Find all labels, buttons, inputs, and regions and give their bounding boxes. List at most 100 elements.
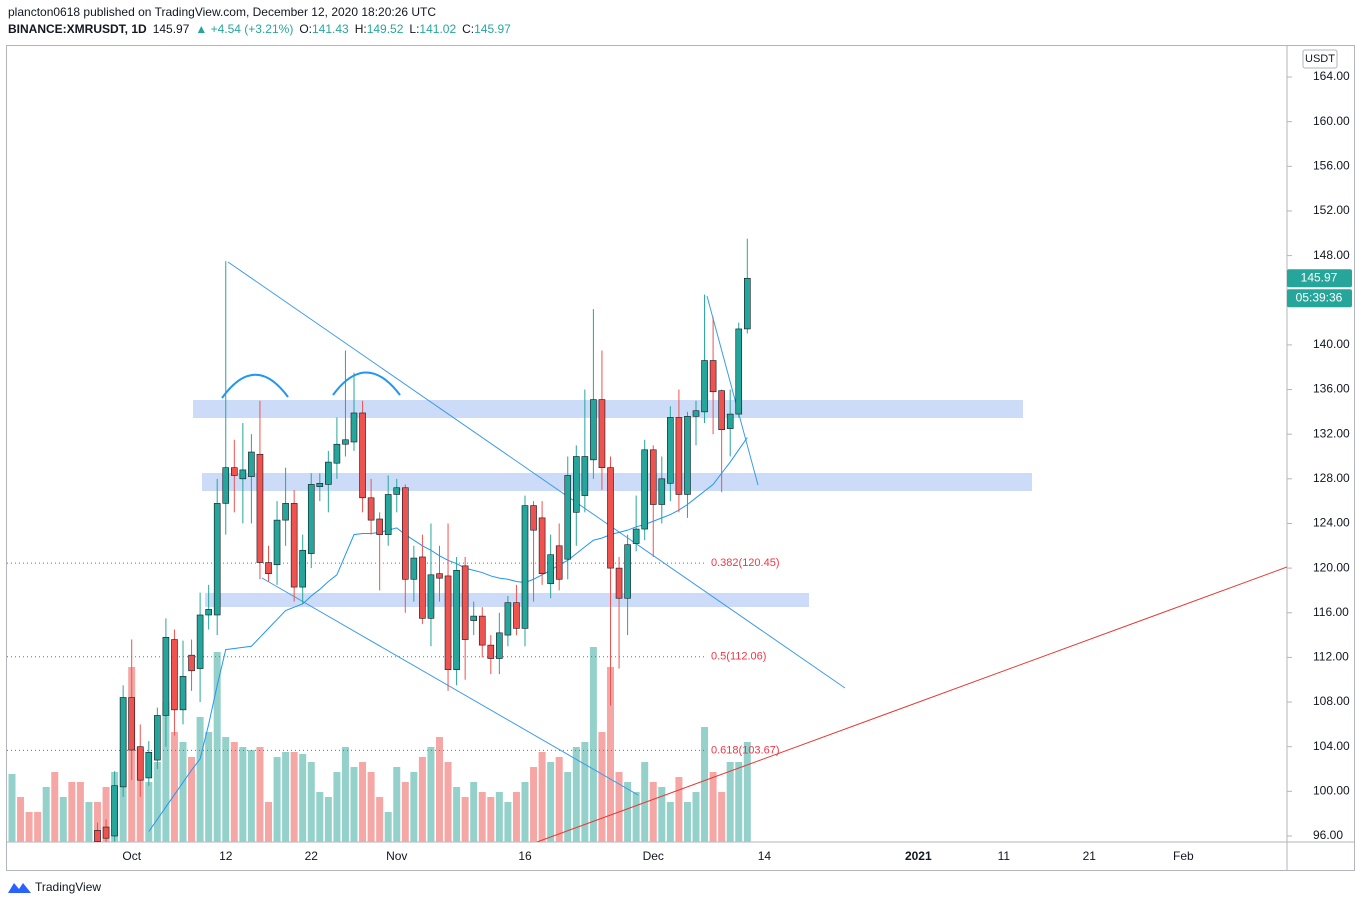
- candle-body: [555, 545, 563, 580]
- ohlc-key: L:: [409, 22, 419, 36]
- fib-label: 0.618(103.67): [711, 744, 780, 756]
- y-tick-label: 116.00: [1313, 605, 1349, 619]
- candle-body: [111, 785, 118, 837]
- candle-body: [325, 461, 332, 485]
- candle-body: [735, 328, 743, 415]
- volume-bar: [25, 812, 33, 842]
- volume-bar: [359, 762, 367, 842]
- candle-body: [196, 614, 204, 669]
- volume-bar: [470, 782, 478, 842]
- volume-bar: [290, 752, 298, 842]
- volume-bar: [718, 792, 726, 842]
- candle-body: [213, 503, 221, 616]
- volume-bar: [632, 792, 640, 842]
- candle-body: [624, 544, 631, 599]
- volume-bar: [188, 757, 196, 842]
- candle-body: [581, 456, 589, 496]
- volume-bar: [145, 782, 153, 842]
- volume-bar: [735, 762, 743, 842]
- volume-bar: [162, 702, 170, 842]
- volume-bar: [401, 782, 409, 842]
- volume-bar: [376, 797, 384, 842]
- ohlc-key: C:: [462, 22, 474, 36]
- volume-bar: [453, 787, 461, 842]
- candle-body: [649, 449, 657, 505]
- candle-body: [290, 503, 298, 588]
- volume-bar: [102, 787, 110, 842]
- symbol-line: BINANCE:XMRUSDT, 1D 145.97 ▲ +4.54 (+3.21%…: [8, 22, 511, 36]
- ohlc-value: 145.97: [474, 22, 511, 36]
- candle-body: [393, 487, 401, 495]
- trend-line: [261, 577, 639, 796]
- volume-bar: [607, 667, 614, 842]
- candle-body: [384, 494, 392, 535]
- candle-body: [478, 615, 486, 646]
- volume-bar: [726, 762, 734, 842]
- y-tick-label: 136.00: [1313, 382, 1350, 396]
- last: 145.97: [153, 22, 190, 36]
- candle-body: [572, 456, 580, 513]
- candle-body: [128, 697, 135, 751]
- candle-body: [282, 503, 289, 521]
- y-tick-label: 148.00: [1313, 248, 1350, 262]
- volume-bar: [504, 802, 512, 842]
- candle-body: [513, 602, 520, 629]
- x-tick-label: 12: [219, 849, 233, 863]
- volume-bar: [76, 782, 84, 842]
- candle-body: [607, 467, 614, 569]
- volume-bar: [205, 732, 213, 842]
- volume-bar: [170, 732, 178, 842]
- last-price: 145.97: [1301, 270, 1338, 284]
- volume-bar: [68, 782, 76, 842]
- volume-bar: [589, 647, 597, 842]
- arc: [332, 371, 401, 396]
- candle-body: [547, 554, 554, 585]
- candle-body: [401, 487, 409, 580]
- volume-bar: [239, 747, 247, 842]
- ohlc-value: 149.52: [367, 22, 404, 36]
- volume-bar: [683, 802, 691, 842]
- candle-body: [709, 360, 717, 393]
- candle-body: [376, 518, 383, 535]
- volume-bar: [410, 772, 418, 842]
- candle-body: [641, 449, 649, 530]
- candle-body: [333, 443, 341, 464]
- candle-body: [119, 697, 127, 788]
- volume-bar: [495, 792, 503, 842]
- candle-body: [410, 557, 418, 580]
- y-tick-label: 104.00: [1313, 739, 1350, 753]
- ohlc-key: O:: [299, 22, 312, 36]
- candle-body: [564, 475, 572, 560]
- x-tick-label: Nov: [386, 849, 407, 863]
- candle-body: [222, 467, 230, 504]
- zone: [193, 400, 1023, 418]
- fib-label: 0.382(120.45): [711, 557, 780, 569]
- candle-body: [530, 505, 537, 531]
- candle-body: [316, 482, 324, 487]
- candle-body: [162, 637, 170, 716]
- candle-body: [538, 517, 546, 574]
- volume-bar: [256, 747, 264, 842]
- volume-bar: [333, 772, 341, 842]
- arc: [221, 373, 289, 399]
- x-tick-label: 21: [1083, 849, 1097, 863]
- logo-text: TradingView: [35, 880, 101, 894]
- candle-body: [179, 676, 187, 711]
- candle-body: [273, 519, 281, 566]
- volume-bar: [487, 797, 495, 842]
- volume-bar: [316, 792, 324, 842]
- trend-line: [227, 261, 846, 689]
- y-tick-label: 160.00: [1313, 114, 1350, 128]
- fib-label: 0.5(112.06): [711, 651, 766, 663]
- candle-body: [299, 549, 307, 588]
- candle-body: [487, 644, 495, 659]
- candle-body: [239, 469, 247, 480]
- y-tick-label: 96.00: [1313, 828, 1343, 842]
- candle-body: [342, 439, 349, 445]
- x-tick-label: 11: [998, 849, 1011, 863]
- volume-bar: [8, 774, 16, 842]
- volume-bar: [222, 737, 230, 842]
- volume-bar: [230, 742, 238, 842]
- trend-line: [706, 295, 759, 486]
- y-tick-label: 152.00: [1313, 203, 1350, 217]
